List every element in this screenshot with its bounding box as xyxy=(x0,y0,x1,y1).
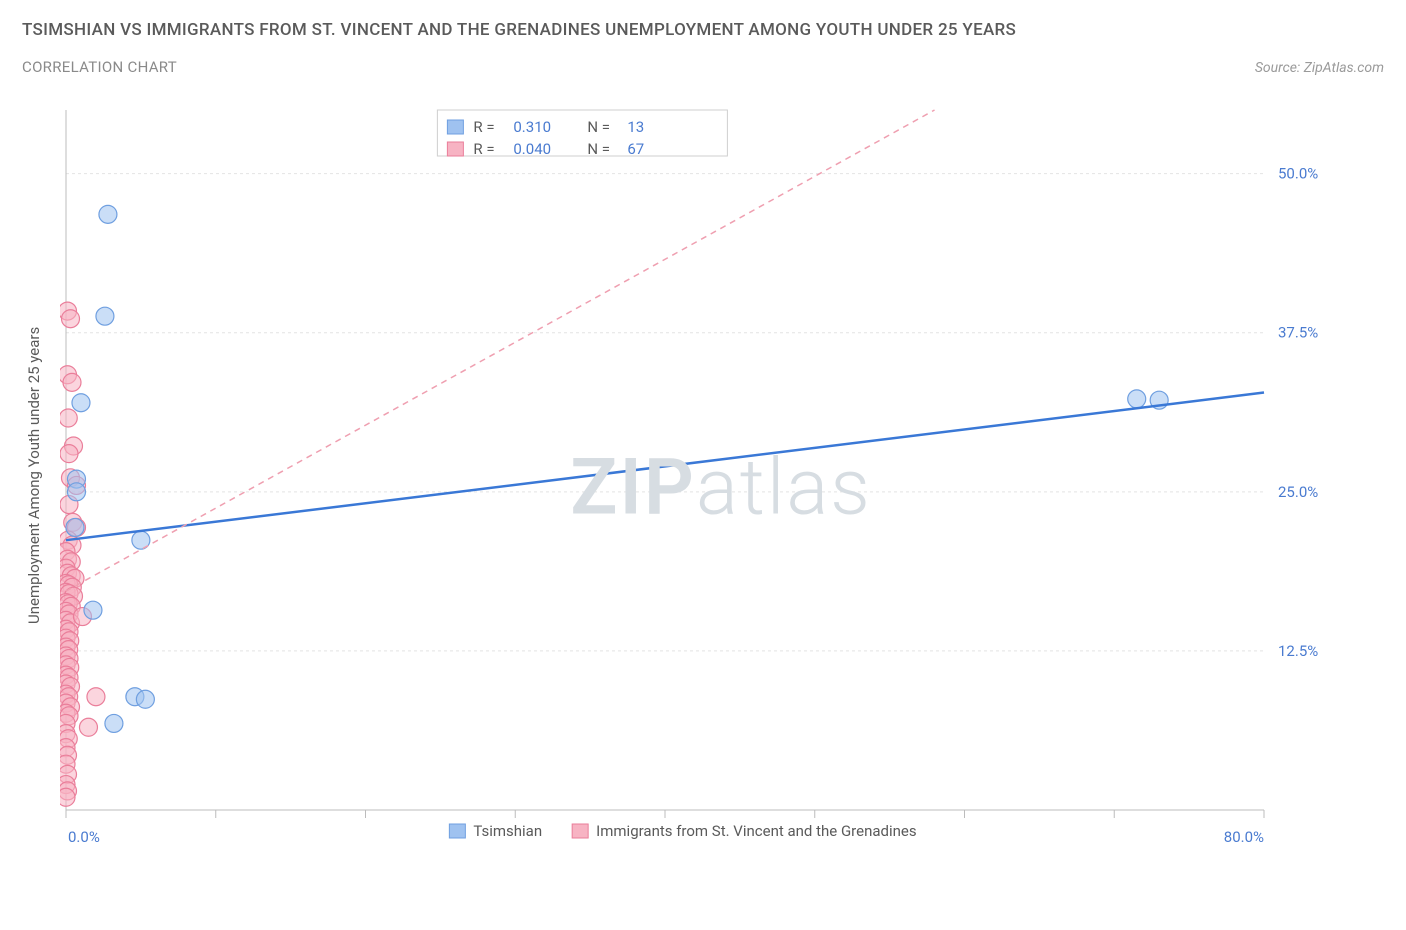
data-point xyxy=(79,718,97,736)
chart-svg: 0.0% 80.0% 12.5% 25.0% 37.5% 50.0% R = 0.310 N =… xyxy=(60,104,1386,880)
x-tick-label: 80.0% xyxy=(1224,828,1264,846)
data-point xyxy=(99,205,117,223)
chart-source: Source: ZipAtlas.com xyxy=(1255,60,1384,76)
y-axis-label: Unemployment Among Youth under 25 years xyxy=(25,327,43,624)
legend-n-value: 13 xyxy=(627,118,644,136)
legend-r-label: R = xyxy=(473,118,494,136)
y-tick-label: 25.0% xyxy=(1278,483,1318,501)
bottom-legend-swatch xyxy=(449,824,465,838)
bottom-legend-swatch xyxy=(572,824,588,838)
subtitle-row: CORRELATION CHART Source: ZipAtlas.com xyxy=(22,58,1384,76)
data-point xyxy=(1128,390,1146,408)
data-point xyxy=(84,601,102,619)
y-tick-label: 50.0% xyxy=(1278,165,1318,183)
data-point xyxy=(66,518,84,536)
data-point xyxy=(60,788,75,806)
bottom-legend-label: Immigrants from St. Vincent and the Gren… xyxy=(596,822,916,840)
chart-area: Unemployment Among Youth under 25 years … xyxy=(60,104,1382,904)
data-point xyxy=(67,483,85,501)
x-tick-label: 0.0% xyxy=(68,828,100,846)
trend-line xyxy=(66,110,935,591)
legend-n-value: 67 xyxy=(627,140,644,158)
data-point xyxy=(136,690,154,708)
chart-subtitle: CORRELATION CHART xyxy=(22,58,177,76)
data-point xyxy=(60,445,78,463)
chart-container: TSIMSHIAN VS IMMIGRANTS FROM ST. VINCENT… xyxy=(0,0,1406,930)
data-point xyxy=(96,307,114,325)
chart-title: TSIMSHIAN VS IMMIGRANTS FROM ST. VINCENT… xyxy=(22,20,1384,40)
data-point xyxy=(63,373,81,391)
bottom-legend-label: Tsimshian xyxy=(473,822,542,840)
legend-r-label: R = xyxy=(473,140,494,158)
trend-line xyxy=(66,393,1264,541)
y-tick-label: 37.5% xyxy=(1278,324,1318,342)
legend-swatch xyxy=(447,120,463,134)
data-point xyxy=(61,310,79,328)
legend-r-value: 0.040 xyxy=(513,140,551,158)
legend-n-label: N = xyxy=(587,118,610,136)
data-point xyxy=(87,688,105,706)
legend-n-label: N = xyxy=(587,140,610,158)
legend-r-value: 0.310 xyxy=(513,118,551,136)
data-point xyxy=(72,394,90,412)
legend-swatch xyxy=(447,142,463,156)
data-point xyxy=(60,409,77,427)
data-point xyxy=(105,714,123,732)
y-tick-label: 12.5% xyxy=(1278,642,1318,660)
